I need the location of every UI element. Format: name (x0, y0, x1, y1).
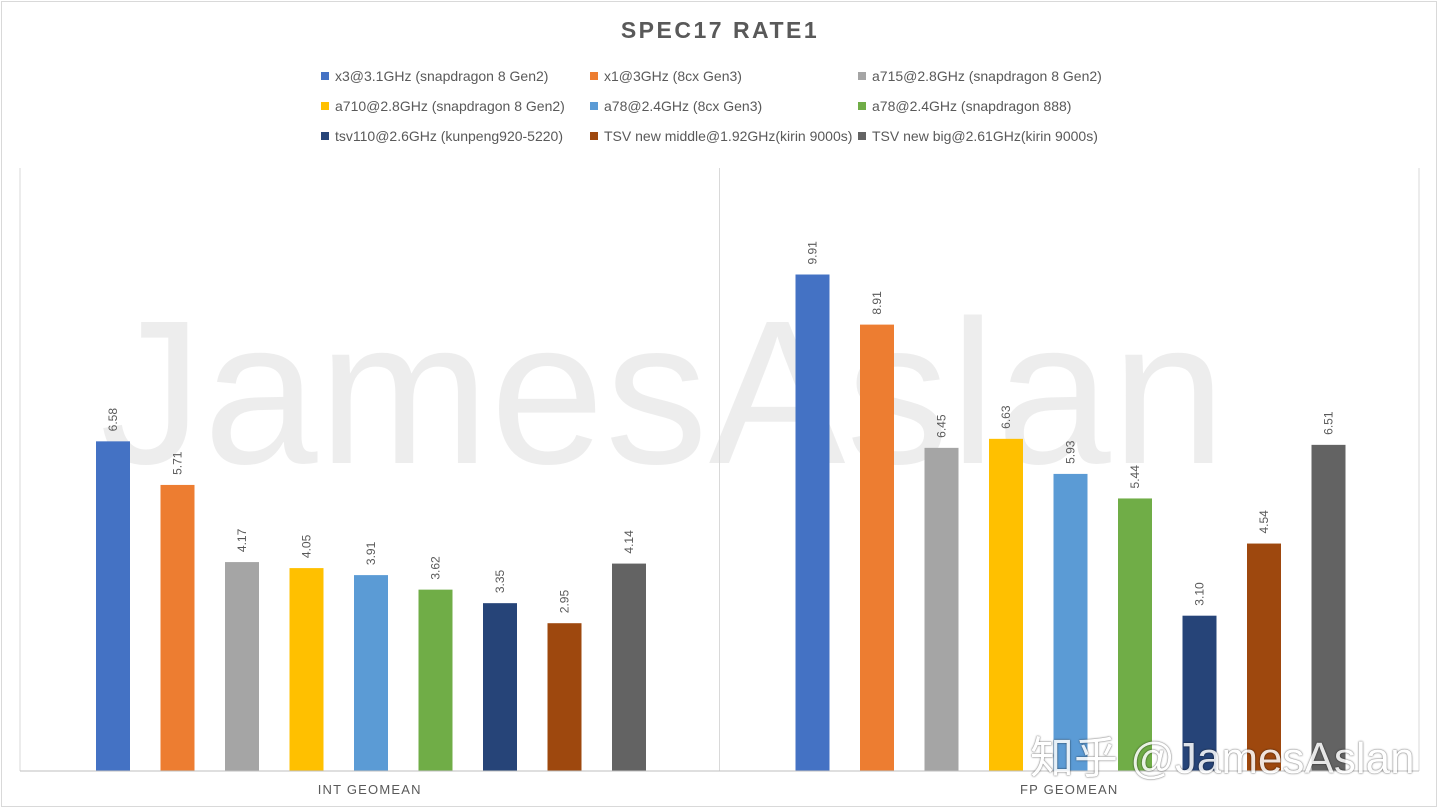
legend-swatch (321, 132, 329, 140)
legend-label: a715@2.8GHz (snapdragon 8 Gen2) (872, 68, 1102, 84)
legend-label: a78@2.4GHz (8cx Gen3) (604, 98, 763, 114)
data-label: 6.63 (999, 405, 1013, 429)
data-label: 6.58 (106, 408, 120, 432)
bar (860, 324, 894, 771)
category-label: FP GEOMEAN (1020, 782, 1118, 797)
legend-label: x3@3.1GHz (snapdragon 8 Gen2) (335, 68, 549, 84)
bar (289, 568, 324, 771)
data-label: 4.14 (622, 530, 636, 554)
legend-item: TSV new big@2.61GHz(kirin 9000s) (858, 128, 1098, 144)
data-label: 6.51 (1322, 411, 1336, 435)
chart-title: SPEC17 RATE1 (620, 17, 820, 43)
bar (96, 441, 130, 771)
legend-swatch (858, 72, 866, 80)
legend-item: TSV new middle@1.92GHz(kirin 9000s) (590, 128, 852, 144)
bar (989, 438, 1023, 771)
legend-item: a715@2.8GHz (snapdragon 8 Gen2) (858, 68, 1102, 84)
chart-legend: x3@3.1GHz (snapdragon 8 Gen2) x1@3GHz (8c… (0, 0, 1440, 160)
legend-swatch (321, 102, 329, 110)
bar (612, 563, 646, 771)
data-label: 9.91 (806, 241, 820, 265)
bar (418, 589, 453, 771)
legend-label: x1@3GHz (8cx Gen3) (604, 68, 742, 84)
bar (795, 274, 830, 771)
data-label: 4.05 (300, 534, 314, 558)
legend-swatch (858, 132, 866, 140)
bar (1311, 444, 1346, 771)
bar (924, 447, 959, 771)
legend-label: TSV new middle@1.92GHz(kirin 9000s) (604, 128, 853, 144)
legend-swatch (321, 72, 329, 80)
legend-swatch (590, 132, 598, 140)
legend-item: x1@3GHz (8cx Gen3) (590, 68, 742, 84)
data-label: 4.17 (235, 528, 249, 552)
legend-swatch (590, 102, 598, 110)
data-label: 3.10 (1193, 582, 1207, 606)
data-label: 6.45 (935, 414, 949, 438)
data-label: 5.93 (1064, 440, 1078, 464)
bar (160, 484, 195, 771)
legend-item: x3@3.1GHz (snapdragon 8 Gen2) (321, 68, 548, 84)
legend-label: a78@2.4GHz (snapdragon 888) (872, 98, 1072, 114)
bar (225, 562, 259, 771)
data-label: 3.62 (429, 556, 443, 580)
data-label: 8.91 (870, 291, 884, 315)
legend-item: a78@2.4GHz (snapdragon 888) (858, 98, 1071, 114)
bar (1053, 473, 1088, 771)
category-label: INT GEOMEAN (318, 782, 422, 797)
legend-item: a710@2.8GHz (snapdragon 8 Gen2) (321, 98, 565, 114)
bar (1118, 498, 1152, 771)
bar (1247, 543, 1281, 771)
data-label: 4.54 (1257, 510, 1271, 534)
bar (1182, 615, 1217, 771)
legend-swatch (590, 72, 598, 80)
legend-label: a710@2.8GHz (snapdragon 8 Gen2) (335, 98, 565, 114)
data-label: 3.91 (364, 541, 378, 565)
data-label: 2.95 (558, 590, 572, 614)
legend-label: tsv110@2.6GHz (kunpeng920-5220) (335, 128, 563, 144)
legend-swatch (858, 102, 866, 110)
data-label: 5.44 (1128, 465, 1142, 489)
bar (547, 623, 582, 771)
legend-item: tsv110@2.6GHz (kunpeng920-5220) (321, 128, 563, 144)
legend-label: TSV new big@2.61GHz(kirin 9000s) (872, 128, 1098, 144)
bar (483, 603, 517, 771)
data-label: 3.35 (493, 569, 507, 593)
legend-item: a78@2.4GHz (8cx Gen3) (590, 98, 762, 114)
bar (354, 575, 388, 771)
data-label: 5.71 (171, 451, 185, 475)
